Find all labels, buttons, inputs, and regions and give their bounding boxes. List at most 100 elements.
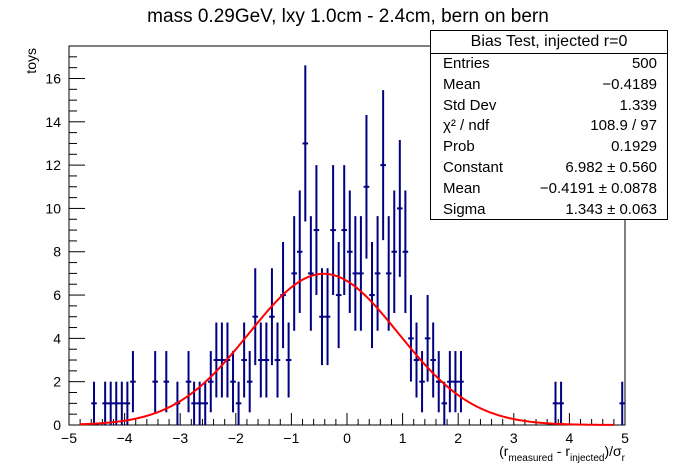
data-point bbox=[619, 381, 625, 425]
stats-row: Prob 0.1929 bbox=[431, 137, 667, 158]
y-tick-labels: 0 2 4 6 8 10 12 14 16 bbox=[45, 70, 61, 433]
chart-title: mass 0.29GeV, lxy 1.0cm - 2.4cm, bern on… bbox=[147, 6, 549, 27]
stats-key: Prob bbox=[443, 138, 475, 156]
stats-row: Entries 500 bbox=[431, 54, 667, 75]
data-point bbox=[374, 216, 381, 331]
data-point bbox=[330, 165, 336, 296]
stats-key: χ² / ndf bbox=[443, 117, 490, 135]
data-point bbox=[397, 139, 403, 277]
axis-ticks bbox=[68, 45, 626, 426]
stats-key: Sigma bbox=[443, 200, 486, 218]
data-point bbox=[441, 381, 448, 425]
stats-key: Constant bbox=[443, 158, 504, 176]
stats-key: Mean bbox=[443, 179, 481, 197]
data-point bbox=[380, 90, 386, 241]
data-point bbox=[191, 381, 197, 425]
stats-key: Mean bbox=[443, 75, 481, 93]
data-point bbox=[107, 381, 114, 425]
data-point bbox=[458, 351, 464, 413]
data-point bbox=[413, 322, 420, 398]
y-tick-label: 14 bbox=[45, 114, 61, 130]
data-point bbox=[430, 322, 436, 398]
x-tick-label: −2 bbox=[228, 430, 244, 446]
x-tick-label: −5 bbox=[61, 430, 77, 446]
x-tick-label: 3 bbox=[510, 430, 518, 446]
data-point bbox=[291, 216, 297, 331]
data-point bbox=[285, 322, 292, 398]
stats-title: Bias Test, injected r=0 bbox=[431, 31, 667, 54]
data-point bbox=[269, 268, 275, 366]
y-tick-label: 10 bbox=[45, 200, 61, 216]
data-point bbox=[246, 351, 253, 413]
data-point bbox=[119, 381, 125, 425]
y-tick-label: 4 bbox=[53, 330, 61, 346]
stats-key: Std Dev bbox=[443, 96, 497, 114]
data-point bbox=[124, 381, 131, 425]
stats-value: 1.343 ± 0.063 bbox=[565, 200, 657, 218]
gaussian-fit-curve bbox=[80, 272, 614, 426]
stats-key: Entries bbox=[443, 55, 490, 72]
data-point bbox=[302, 65, 309, 222]
stats-value: −0.4189 bbox=[602, 75, 657, 93]
stats-value: 0.1929 bbox=[611, 138, 657, 156]
stats-row: Sigma 1.343 ± 0.063 bbox=[431, 200, 667, 221]
y-tick-label: 2 bbox=[53, 374, 61, 390]
data-point bbox=[391, 190, 398, 313]
data-point bbox=[152, 351, 158, 413]
y-tick-label: 0 bbox=[53, 417, 61, 433]
y-axis-label: toys bbox=[23, 48, 39, 74]
data-point bbox=[274, 322, 281, 398]
data-point bbox=[219, 322, 225, 398]
x-tick-label: 1 bbox=[399, 430, 407, 446]
stats-value: 6.982 ± 0.560 bbox=[565, 158, 657, 176]
data-point bbox=[252, 268, 259, 366]
stats-row: Constant 6.982 ± 0.560 bbox=[431, 158, 667, 179]
x-tick-label: −4 bbox=[117, 430, 133, 446]
data-point bbox=[196, 381, 203, 425]
data-point bbox=[552, 381, 559, 425]
x-tick-label: 4 bbox=[566, 430, 574, 446]
data-point bbox=[335, 242, 342, 349]
y-tick-label: 8 bbox=[53, 244, 61, 260]
stats-value: −0.4191 ± 0.0878 bbox=[539, 179, 657, 197]
stats-value: 108.9 / 97 bbox=[590, 117, 657, 135]
y-tick-label: 12 bbox=[45, 157, 61, 173]
data-point bbox=[385, 216, 392, 331]
stats-rows: Entries 500 Mean −0.4189 Std Dev 1.339 χ² / nd… bbox=[431, 54, 667, 220]
data-point bbox=[324, 268, 331, 366]
data-point bbox=[319, 268, 325, 366]
data-point bbox=[241, 322, 247, 398]
data-point bbox=[447, 351, 453, 413]
stats-value: 500 bbox=[631, 55, 657, 72]
y-tick-label: 16 bbox=[45, 70, 61, 86]
data-point bbox=[352, 216, 359, 331]
data-point bbox=[363, 114, 370, 259]
data-point bbox=[347, 190, 353, 313]
x-tick-label: −1 bbox=[283, 430, 299, 446]
data-point bbox=[185, 351, 192, 413]
data-point bbox=[308, 216, 314, 331]
data-point bbox=[235, 381, 242, 425]
x-tick-label: 2 bbox=[454, 430, 462, 446]
data-point bbox=[202, 381, 208, 425]
stats-row: Std Dev 1.339 bbox=[431, 96, 667, 117]
data-point bbox=[313, 165, 320, 296]
x-tick-labels: −5 −4 −3 −2 −1 0 1 2 3 4 5 bbox=[61, 430, 629, 446]
x-tick-label: 5 bbox=[621, 430, 629, 446]
stats-row: Mean −0.4189 bbox=[431, 75, 667, 96]
data-point bbox=[369, 242, 375, 349]
x-axis-label: (rmeasured - rinjected)/σr bbox=[499, 443, 626, 464]
stats-box: Bias Test, injected r=0 Entries 500 Mean −0… bbox=[430, 30, 668, 220]
data-point bbox=[402, 190, 409, 313]
stats-row: Mean −0.4191 ± 0.0878 bbox=[431, 179, 667, 200]
stats-value: 1.339 bbox=[619, 96, 657, 114]
stats-row: χ² / ndf 108.9 / 97 bbox=[431, 116, 667, 137]
data-point bbox=[208, 351, 214, 413]
y-tick-label: 6 bbox=[53, 287, 61, 303]
data-point bbox=[113, 381, 120, 425]
data-point bbox=[296, 190, 303, 313]
data-point bbox=[130, 351, 136, 413]
x-tick-label: 0 bbox=[343, 430, 351, 446]
data-point bbox=[102, 381, 108, 425]
